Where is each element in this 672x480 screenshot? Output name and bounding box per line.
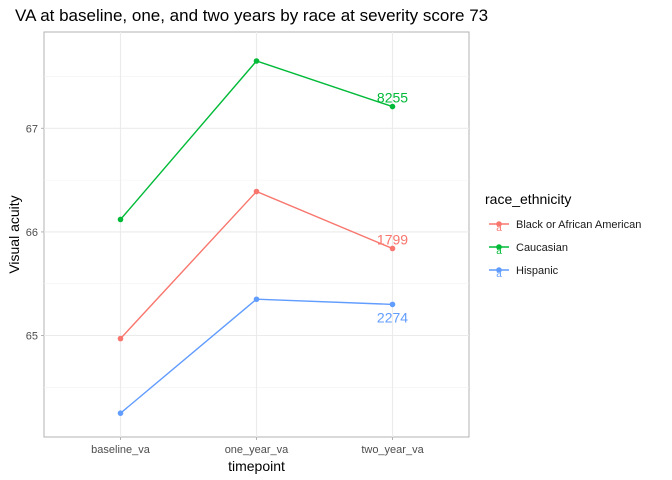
- series-group: 1799 8255 2274: [117, 58, 408, 416]
- legend-item: a Black or African American: [489, 219, 641, 234]
- legend-key-point: [496, 244, 502, 250]
- series-0: 1799: [117, 188, 408, 342]
- y-tick-label: 66: [26, 227, 38, 239]
- y-axis-title: Visual acuity: [6, 195, 22, 273]
- end-label: 2274: [377, 309, 408, 325]
- end-label: 1799: [377, 231, 408, 247]
- series-1: 8255: [117, 58, 408, 223]
- data-point: [253, 296, 260, 303]
- legend-key-point: [496, 267, 502, 273]
- data-point: [117, 335, 124, 342]
- gridlines: [44, 32, 469, 437]
- legend: race_ethnicity a Black or African America…: [485, 191, 641, 280]
- legend-key-glyph: a: [496, 223, 502, 234]
- y-tick-label: 65: [26, 330, 38, 342]
- legend-key-point: [496, 221, 502, 227]
- data-point: [253, 58, 260, 64]
- data-point: [389, 103, 396, 110]
- legend-title: race_ethnicity: [485, 191, 571, 207]
- legend-label: Black or African American: [516, 219, 641, 231]
- legend-label: Caucasian: [516, 242, 568, 254]
- y-tick-label: 67: [26, 123, 38, 135]
- data-point: [253, 188, 260, 195]
- legend-key-glyph: a: [496, 246, 502, 257]
- end-label: 8255: [377, 90, 408, 106]
- legend-label: Hispanic: [516, 265, 559, 277]
- data-point: [117, 216, 124, 223]
- legend-item: a Hispanic: [489, 265, 559, 280]
- x-tick-label: baseline_va: [91, 444, 151, 456]
- x-tick-label: one_year_va: [225, 444, 289, 456]
- data-point: [389, 301, 396, 308]
- data-point: [389, 245, 396, 252]
- y-axis-ticks: 65 66 67: [26, 123, 44, 342]
- legend-item: a Caucasian: [489, 242, 568, 257]
- chart-title: VA at baseline, one, and two years by ra…: [15, 6, 488, 25]
- x-axis-ticks: baseline_va one_year_va two_year_va: [91, 437, 425, 456]
- data-point: [117, 410, 124, 416]
- series-2: 2274: [117, 296, 408, 416]
- x-tick-label: two_year_va: [361, 444, 424, 456]
- x-axis-title: timepoint: [228, 458, 285, 474]
- legend-key-glyph: a: [496, 269, 502, 280]
